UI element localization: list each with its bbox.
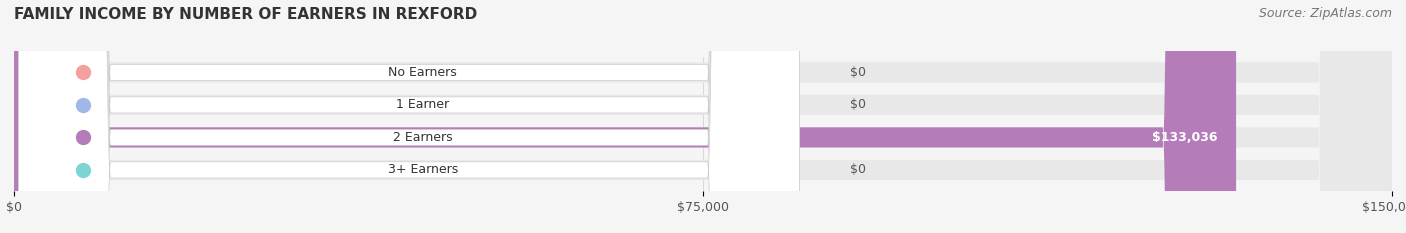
FancyBboxPatch shape bbox=[14, 0, 1392, 233]
Text: $0: $0 bbox=[851, 98, 866, 111]
Text: 1 Earner: 1 Earner bbox=[396, 98, 450, 111]
FancyBboxPatch shape bbox=[14, 0, 1236, 233]
FancyBboxPatch shape bbox=[18, 0, 800, 233]
FancyBboxPatch shape bbox=[18, 0, 800, 233]
FancyBboxPatch shape bbox=[14, 0, 1392, 233]
FancyBboxPatch shape bbox=[14, 0, 1392, 233]
Text: 2 Earners: 2 Earners bbox=[394, 131, 453, 144]
Text: FAMILY INCOME BY NUMBER OF EARNERS IN REXFORD: FAMILY INCOME BY NUMBER OF EARNERS IN RE… bbox=[14, 7, 477, 22]
FancyBboxPatch shape bbox=[14, 0, 1392, 233]
Text: 3+ Earners: 3+ Earners bbox=[388, 163, 458, 176]
FancyBboxPatch shape bbox=[18, 0, 800, 233]
Text: No Earners: No Earners bbox=[388, 66, 457, 79]
Text: $0: $0 bbox=[851, 66, 866, 79]
Text: Source: ZipAtlas.com: Source: ZipAtlas.com bbox=[1258, 7, 1392, 20]
Text: $0: $0 bbox=[851, 163, 866, 176]
FancyBboxPatch shape bbox=[18, 0, 800, 233]
Text: $133,036: $133,036 bbox=[1153, 131, 1218, 144]
